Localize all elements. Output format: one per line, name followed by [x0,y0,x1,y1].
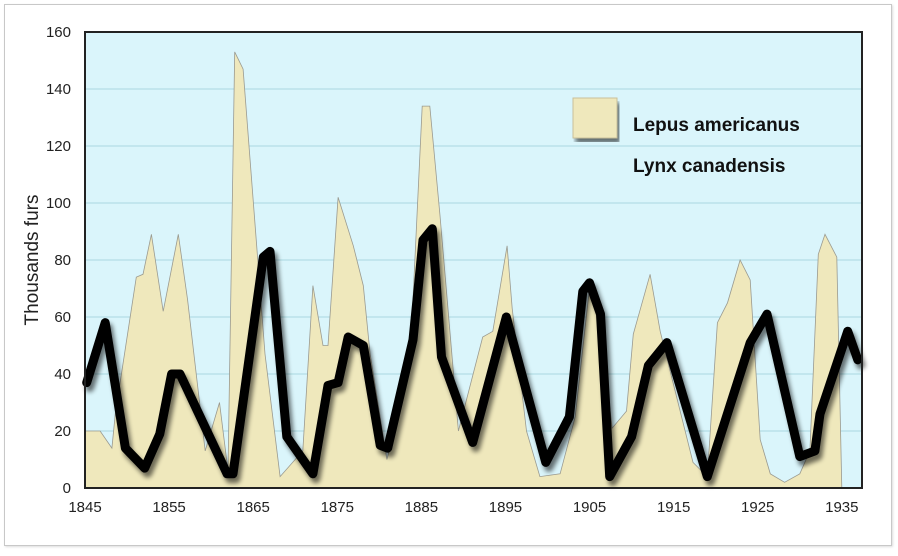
y-tick-label: 40 [54,366,71,383]
y-tick-label: 20 [54,423,71,440]
x-tick-label: 1845 [68,499,101,516]
x-tick-label: 1875 [321,499,354,516]
x-tick-label: 1885 [405,499,438,516]
y-tick-label: 80 [54,252,71,269]
x-tick-label: 1855 [152,499,185,516]
y-tick-label: 0 [63,480,71,497]
y-tick-label: 140 [46,81,71,98]
x-tick-label: 1915 [657,499,690,516]
x-tick-label: 1895 [489,499,522,516]
x-tick-label: 1925 [741,499,774,516]
lynx-line [82,224,863,482]
legend-swatch-hare [572,97,618,139]
y-axis-label: Thousands furs [22,195,43,326]
legend-label-hare: Lepus americanus [633,115,800,136]
y-tick-label: 100 [46,195,71,212]
x-tick-label: 1865 [236,499,269,516]
y-tick-label: 120 [46,138,71,155]
x-tick-label: 1905 [573,499,606,516]
x-tick-label: 1935 [825,499,858,516]
plot-border [84,31,863,489]
y-tick-label: 60 [54,309,71,326]
y-tick-label: 160 [46,24,71,41]
legend-label-lynx: Lynx canadensis [633,156,785,177]
hare-area [84,51,843,489]
legend: Lepus americanus Lynx canadensis [572,97,800,177]
